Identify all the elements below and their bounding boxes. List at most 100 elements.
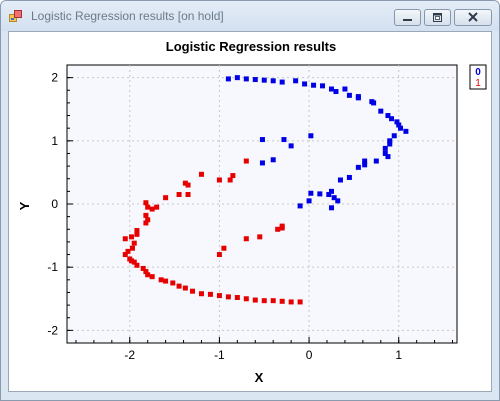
data-point-class-1 <box>227 177 233 183</box>
data-point-class-0 <box>328 188 334 194</box>
data-point-class-1 <box>154 204 160 210</box>
data-point-class-0 <box>302 81 308 87</box>
data-point-class-1 <box>170 280 176 286</box>
maximize-icon <box>433 13 442 22</box>
data-point-class-0 <box>342 86 348 92</box>
data-point-class-1 <box>176 192 182 198</box>
data-point-class-1 <box>145 217 151 223</box>
data-point-class-0 <box>398 125 404 131</box>
legend: 0 1 <box>469 64 487 90</box>
y-tick-label: -1 <box>47 260 58 274</box>
data-point-class-0 <box>306 198 312 204</box>
data-point-class-0 <box>308 133 314 139</box>
data-point-class-1 <box>216 293 222 299</box>
data-point-class-0 <box>270 157 276 163</box>
data-point-class-0 <box>252 77 258 83</box>
data-point-class-1 <box>149 274 155 280</box>
data-point-class-0 <box>281 137 287 143</box>
data-point-class-0 <box>387 141 393 147</box>
x-tick-label: -2 <box>124 348 135 362</box>
data-point-class-1 <box>185 192 191 198</box>
legend-entry-0: 0 <box>475 67 481 78</box>
data-point-class-1 <box>207 291 213 297</box>
data-point-class-1 <box>122 252 128 258</box>
data-point-class-0 <box>331 195 337 201</box>
data-point-class-0 <box>394 119 400 125</box>
data-point-class-1 <box>158 277 164 283</box>
data-point-class-1 <box>176 283 182 289</box>
data-point-class-1 <box>252 297 258 303</box>
data-point-class-1 <box>149 206 155 212</box>
data-point-class-1 <box>257 234 263 240</box>
close-icon <box>468 12 478 22</box>
chart-title: Logistic Regression results <box>166 39 337 54</box>
y-tick-label: 1 <box>51 134 58 148</box>
maximize-button[interactable] <box>424 9 451 26</box>
data-point-class-1 <box>275 226 281 232</box>
data-point-class-1 <box>129 245 135 251</box>
data-point-class-1 <box>163 278 169 284</box>
data-point-class-0 <box>346 174 352 180</box>
data-point-class-0 <box>270 78 276 84</box>
data-point-class-0 <box>259 160 265 166</box>
data-point-class-1 <box>225 294 231 300</box>
data-point-class-1 <box>143 220 149 226</box>
x-tick-label: -1 <box>214 348 225 362</box>
y-tick-label: -2 <box>47 323 58 337</box>
data-point-class-1 <box>243 158 249 164</box>
data-point-class-1 <box>127 256 133 262</box>
window-title: Logistic Regression results [on hold] <box>31 9 224 23</box>
data-point-class-1 <box>129 234 135 240</box>
data-point-class-0 <box>378 108 384 114</box>
data-point-class-0 <box>243 76 249 82</box>
data-point-class-0 <box>346 92 352 98</box>
close-button[interactable] <box>454 9 492 26</box>
data-point-class-0 <box>371 100 377 106</box>
data-point-class-0 <box>373 158 379 164</box>
data-point-class-1 <box>221 245 227 251</box>
data-point-class-0 <box>362 162 368 168</box>
data-point-class-0 <box>320 83 326 89</box>
data-point-class-1 <box>134 228 140 234</box>
data-point-class-0 <box>355 164 361 170</box>
data-point-class-1 <box>297 299 303 305</box>
data-point-class-1 <box>122 236 128 242</box>
data-point-class-1 <box>143 200 149 206</box>
data-point-class-1 <box>163 195 169 201</box>
chart-panel: -2 -1 0 1 -2 -1 0 1 2 Logistic Regression result… <box>8 31 492 392</box>
data-point-class-0 <box>391 133 397 139</box>
data-point-class-0 <box>308 190 314 196</box>
data-point-class-0 <box>317 191 323 197</box>
data-point-class-1 <box>261 298 267 304</box>
data-point-class-1 <box>134 231 140 237</box>
data-point-class-1 <box>198 171 204 177</box>
data-point-class-0 <box>326 192 332 198</box>
data-point-class-0 <box>261 77 267 83</box>
data-point-class-1 <box>216 177 222 183</box>
data-point-class-1 <box>279 225 285 231</box>
title-bar[interactable]: Logistic Regression results [on hold] <box>1 1 499 31</box>
data-point-class-1 <box>131 259 137 265</box>
data-point-class-1 <box>140 265 146 271</box>
y-axis-label: Y <box>17 201 32 210</box>
data-point-class-1 <box>143 212 149 218</box>
data-point-class-0 <box>389 116 395 122</box>
data-point-class-1 <box>230 173 236 179</box>
data-point-class-0 <box>328 86 334 92</box>
data-point-class-1 <box>190 288 196 294</box>
data-point-class-1 <box>143 269 149 275</box>
data-point-class-0 <box>259 137 265 143</box>
data-point-class-0 <box>328 205 334 211</box>
data-point-class-0 <box>403 128 409 134</box>
data-point-class-0 <box>387 138 393 144</box>
data-point-class-0 <box>311 82 317 88</box>
data-point-class-1 <box>125 248 131 254</box>
data-point-class-1 <box>145 204 151 210</box>
data-point-class-1 <box>243 236 249 242</box>
data-point-class-0 <box>333 89 339 95</box>
data-point-class-1 <box>234 295 240 301</box>
minimize-button[interactable] <box>394 9 421 26</box>
minimize-icon <box>403 19 412 21</box>
